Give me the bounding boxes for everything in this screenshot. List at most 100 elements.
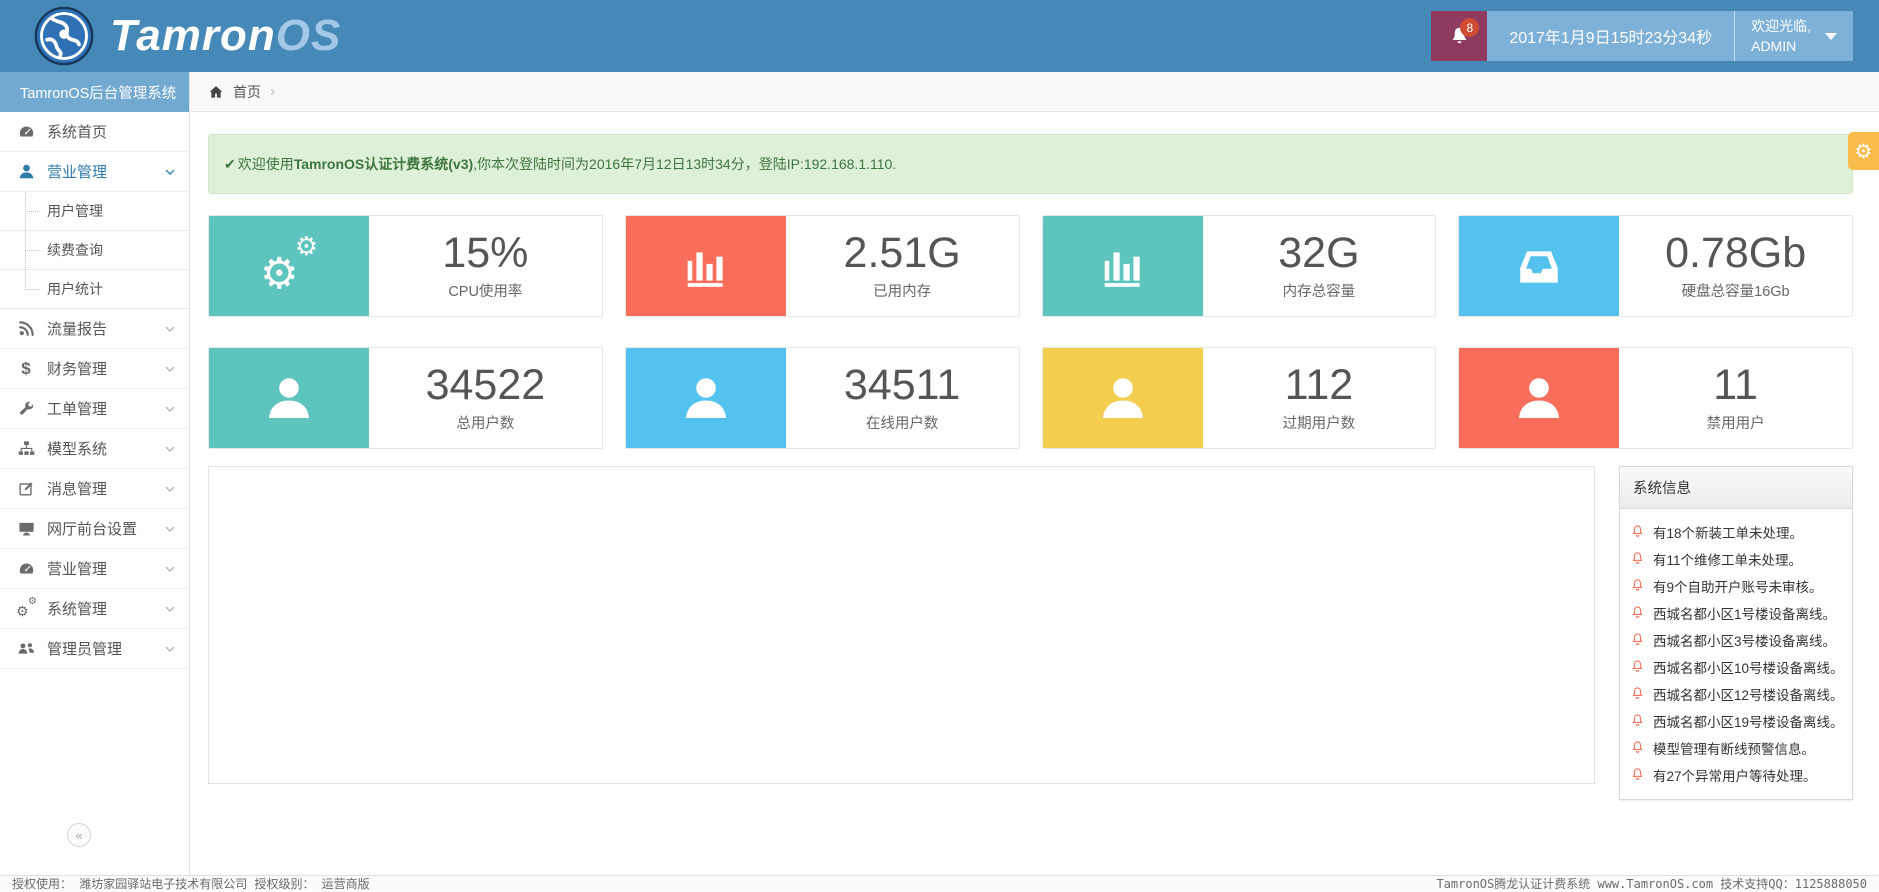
datetime-display: 2017年1月9日15时23分34秒 [1487, 11, 1735, 61]
welcome-banner: ✔ 欢迎使用TamronOS认证计费系统(v3),你本次登陆时间为2016年7月1… [208, 134, 1853, 194]
stat-label: 禁用用户 [1706, 415, 1765, 432]
system-info-item[interactable]: 西城名都小区3号楼设备离线。 [1630, 626, 1842, 653]
sidebar-subitem-renewal-query[interactable]: 续费查询 [0, 231, 189, 270]
stat-card-online-users: 34511 在线用户数 [624, 347, 1020, 449]
bar-chart-icon [625, 216, 786, 316]
breadcrumb-separator: › [270, 83, 275, 100]
bell-alert-icon [1630, 605, 1645, 620]
username: ADMIN [1751, 38, 1797, 54]
chevron-down-icon [164, 640, 176, 657]
system-info-item[interactable]: 有27个异常用户等待处理。 [1630, 761, 1842, 788]
sidebar-item-system-management[interactable]: ⚙ ⚙ 系统管理 [0, 589, 189, 629]
stat-value: 2.51G [843, 229, 961, 278]
system-info-panel: 系统信息 有18个新装工单未处理。 有11个维修工单未处理。 有9个自助开户账号… [1619, 466, 1853, 800]
system-info-item[interactable]: 有9个自助开户账号未审核。 [1630, 572, 1842, 599]
chevron-down-icon [164, 163, 176, 180]
stat-label: 内存总容量 [1282, 283, 1356, 300]
stat-card-used-memory: 2.51G 已用内存 [624, 215, 1020, 317]
breadcrumb: 首页 › [190, 72, 1879, 112]
sidebar-subitem-user-statistics[interactable]: 用户统计 [0, 270, 189, 309]
notification-badge: 8 [1460, 18, 1480, 37]
sidebar-item-business-management[interactable]: 营业管理 [0, 152, 189, 192]
user-icon [13, 163, 39, 180]
sidebar-subitem-user-management[interactable]: 用户管理 [0, 192, 189, 231]
system-info-item[interactable]: 西城名都小区19号楼设备离线。 [1630, 707, 1844, 734]
user-icon [625, 348, 786, 448]
globe-logo-icon [34, 6, 94, 66]
stat-card-total-users: 34522 总用户数 [208, 347, 603, 449]
stat-card-total-memory: 32G 内存总容量 [1041, 215, 1437, 317]
bell-alert-icon [1630, 659, 1645, 674]
sidebar-item-web-portal-settings[interactable]: 网厅前台设置 [0, 509, 189, 549]
chevron-down-icon [164, 320, 176, 337]
sitemap-icon [13, 440, 39, 457]
stat-card-expired-users: 112 过期用户数 [1041, 347, 1437, 449]
system-info-item[interactable]: 西城名都小区10号楼设备离线。 [1630, 653, 1844, 680]
chevron-down-icon [164, 400, 176, 417]
bell-alert-icon [1630, 767, 1645, 782]
stat-value: 34522 [425, 361, 546, 410]
sidebar-item-model-system[interactable]: 模型系统 [0, 429, 189, 469]
system-info-item[interactable]: 有18个新装工单未处理。 [1630, 518, 1842, 545]
footer: 授权使用： 潍坊家园驿站电子技术有限公司 授权级别： 运营商版 TamronOS… [0, 875, 1879, 891]
sidebar-title: TamronOS后台管理系统 [0, 72, 189, 112]
stat-card-disabled-users: 11 禁用用户 [1458, 347, 1853, 449]
bell-alert-icon [1630, 578, 1645, 593]
stat-cards: ⚙ ⚙ 15% CPU使用率 2.51G 已用内存 32G 内存总容量 0.78Gb 硬盘… [208, 215, 1853, 449]
gears-icon: ⚙ ⚙ [16, 596, 37, 620]
chevron-down-icon [164, 440, 176, 457]
system-info-item[interactable]: 模型管理有断线预警信息。 [1630, 734, 1842, 761]
user-icon [209, 348, 369, 448]
user-icon [1459, 348, 1620, 448]
app-logo: TamronOS [34, 6, 341, 66]
system-info-title: 系统信息 [1620, 467, 1852, 509]
stat-card-cpu: ⚙ ⚙ 15% CPU使用率 [208, 215, 603, 317]
stat-value: 34511 [843, 361, 961, 410]
caret-down-icon [1825, 32, 1837, 40]
chevron-down-icon [164, 520, 176, 537]
edit-icon [13, 480, 39, 497]
system-info-item[interactable]: 西城名都小区1号楼设备离线。 [1630, 599, 1842, 626]
stat-value: 32G [1278, 229, 1360, 278]
bell-alert-icon [1630, 551, 1645, 566]
system-info-item[interactable]: 有11个维修工单未处理。 [1630, 545, 1842, 572]
footer-support-text: TamronOS腾龙认证计费系统 www.TamronOS.com 技术支持QQ… [1436, 877, 1867, 891]
desktop-icon [13, 520, 39, 537]
sidebar-item-business-management-2[interactable]: 营业管理 [0, 549, 189, 589]
notifications-button[interactable]: 8 [1431, 11, 1488, 61]
settings-fab-button[interactable]: ⚙ [1848, 132, 1879, 170]
chevron-down-icon [164, 480, 176, 497]
stat-label: CPU使用率 [448, 283, 523, 300]
sidebar-item-admin-management[interactable]: 管理员管理 [0, 629, 189, 669]
chart-panel-empty [208, 466, 1595, 784]
chevron-down-icon [164, 560, 176, 577]
sidebar-submenu: 用户管理 续费查询 用户统计 [0, 192, 189, 309]
sidebar-collapse-button[interactable]: « [67, 823, 91, 847]
sidebar-item-message-management[interactable]: 消息管理 [0, 469, 189, 509]
dollar-icon: $ [21, 358, 31, 378]
system-info-item[interactable]: 西城名都小区12号楼设备离线。 [1630, 680, 1844, 707]
sidebar-item-work-order-management[interactable]: 工单管理 [0, 389, 189, 429]
sidebar: TamronOS后台管理系统 系统首页 营业管理 用户管理 续费查询 用户统计 … [0, 72, 190, 875]
bar-chart-icon [1042, 216, 1203, 316]
gears-icon: ⚙ ⚙ [209, 216, 369, 316]
footer-license-text: 授权使用： 潍坊家园驿站电子技术有限公司 授权级别： 运营商版 [12, 877, 370, 891]
logo-text: TamronOS [110, 11, 342, 60]
user-icon [1042, 348, 1203, 448]
stat-label: 已用内存 [873, 283, 932, 300]
bell-alert-icon [1630, 713, 1645, 728]
breadcrumb-home[interactable]: 首页 [233, 83, 261, 100]
sidebar-item-traffic-report[interactable]: 流量报告 [0, 309, 189, 349]
dashboard-icon [13, 560, 39, 577]
stat-value: 15% [442, 229, 529, 278]
sidebar-item-system-home[interactable]: 系统首页 [0, 112, 189, 152]
stat-value: 112 [1284, 361, 1354, 410]
stat-label: 硬盘总容量16Gb [1681, 283, 1790, 300]
sidebar-item-finance-management[interactable]: $ 财务管理 [0, 349, 189, 389]
stat-value: 11 [1713, 361, 1758, 410]
app-header: TamronOS 8 2017年1月9日15时23分34秒 欢迎光临, ADMI… [0, 0, 1879, 72]
user-menu[interactable]: 欢迎光临, ADMIN [1734, 11, 1853, 61]
welcome-text: 欢迎光临, [1751, 17, 1811, 34]
bell-alert-icon [1630, 632, 1645, 647]
stat-label: 总用户数 [456, 415, 515, 432]
